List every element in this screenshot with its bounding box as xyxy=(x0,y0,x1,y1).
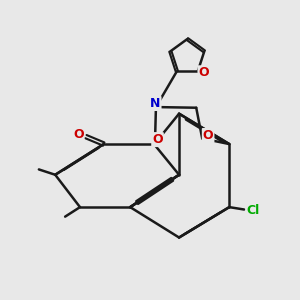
Text: Cl: Cl xyxy=(246,205,260,218)
Text: N: N xyxy=(150,97,161,110)
Text: O: O xyxy=(73,128,83,141)
Text: O: O xyxy=(203,129,213,142)
Text: O: O xyxy=(152,133,163,146)
Text: O: O xyxy=(198,66,209,79)
